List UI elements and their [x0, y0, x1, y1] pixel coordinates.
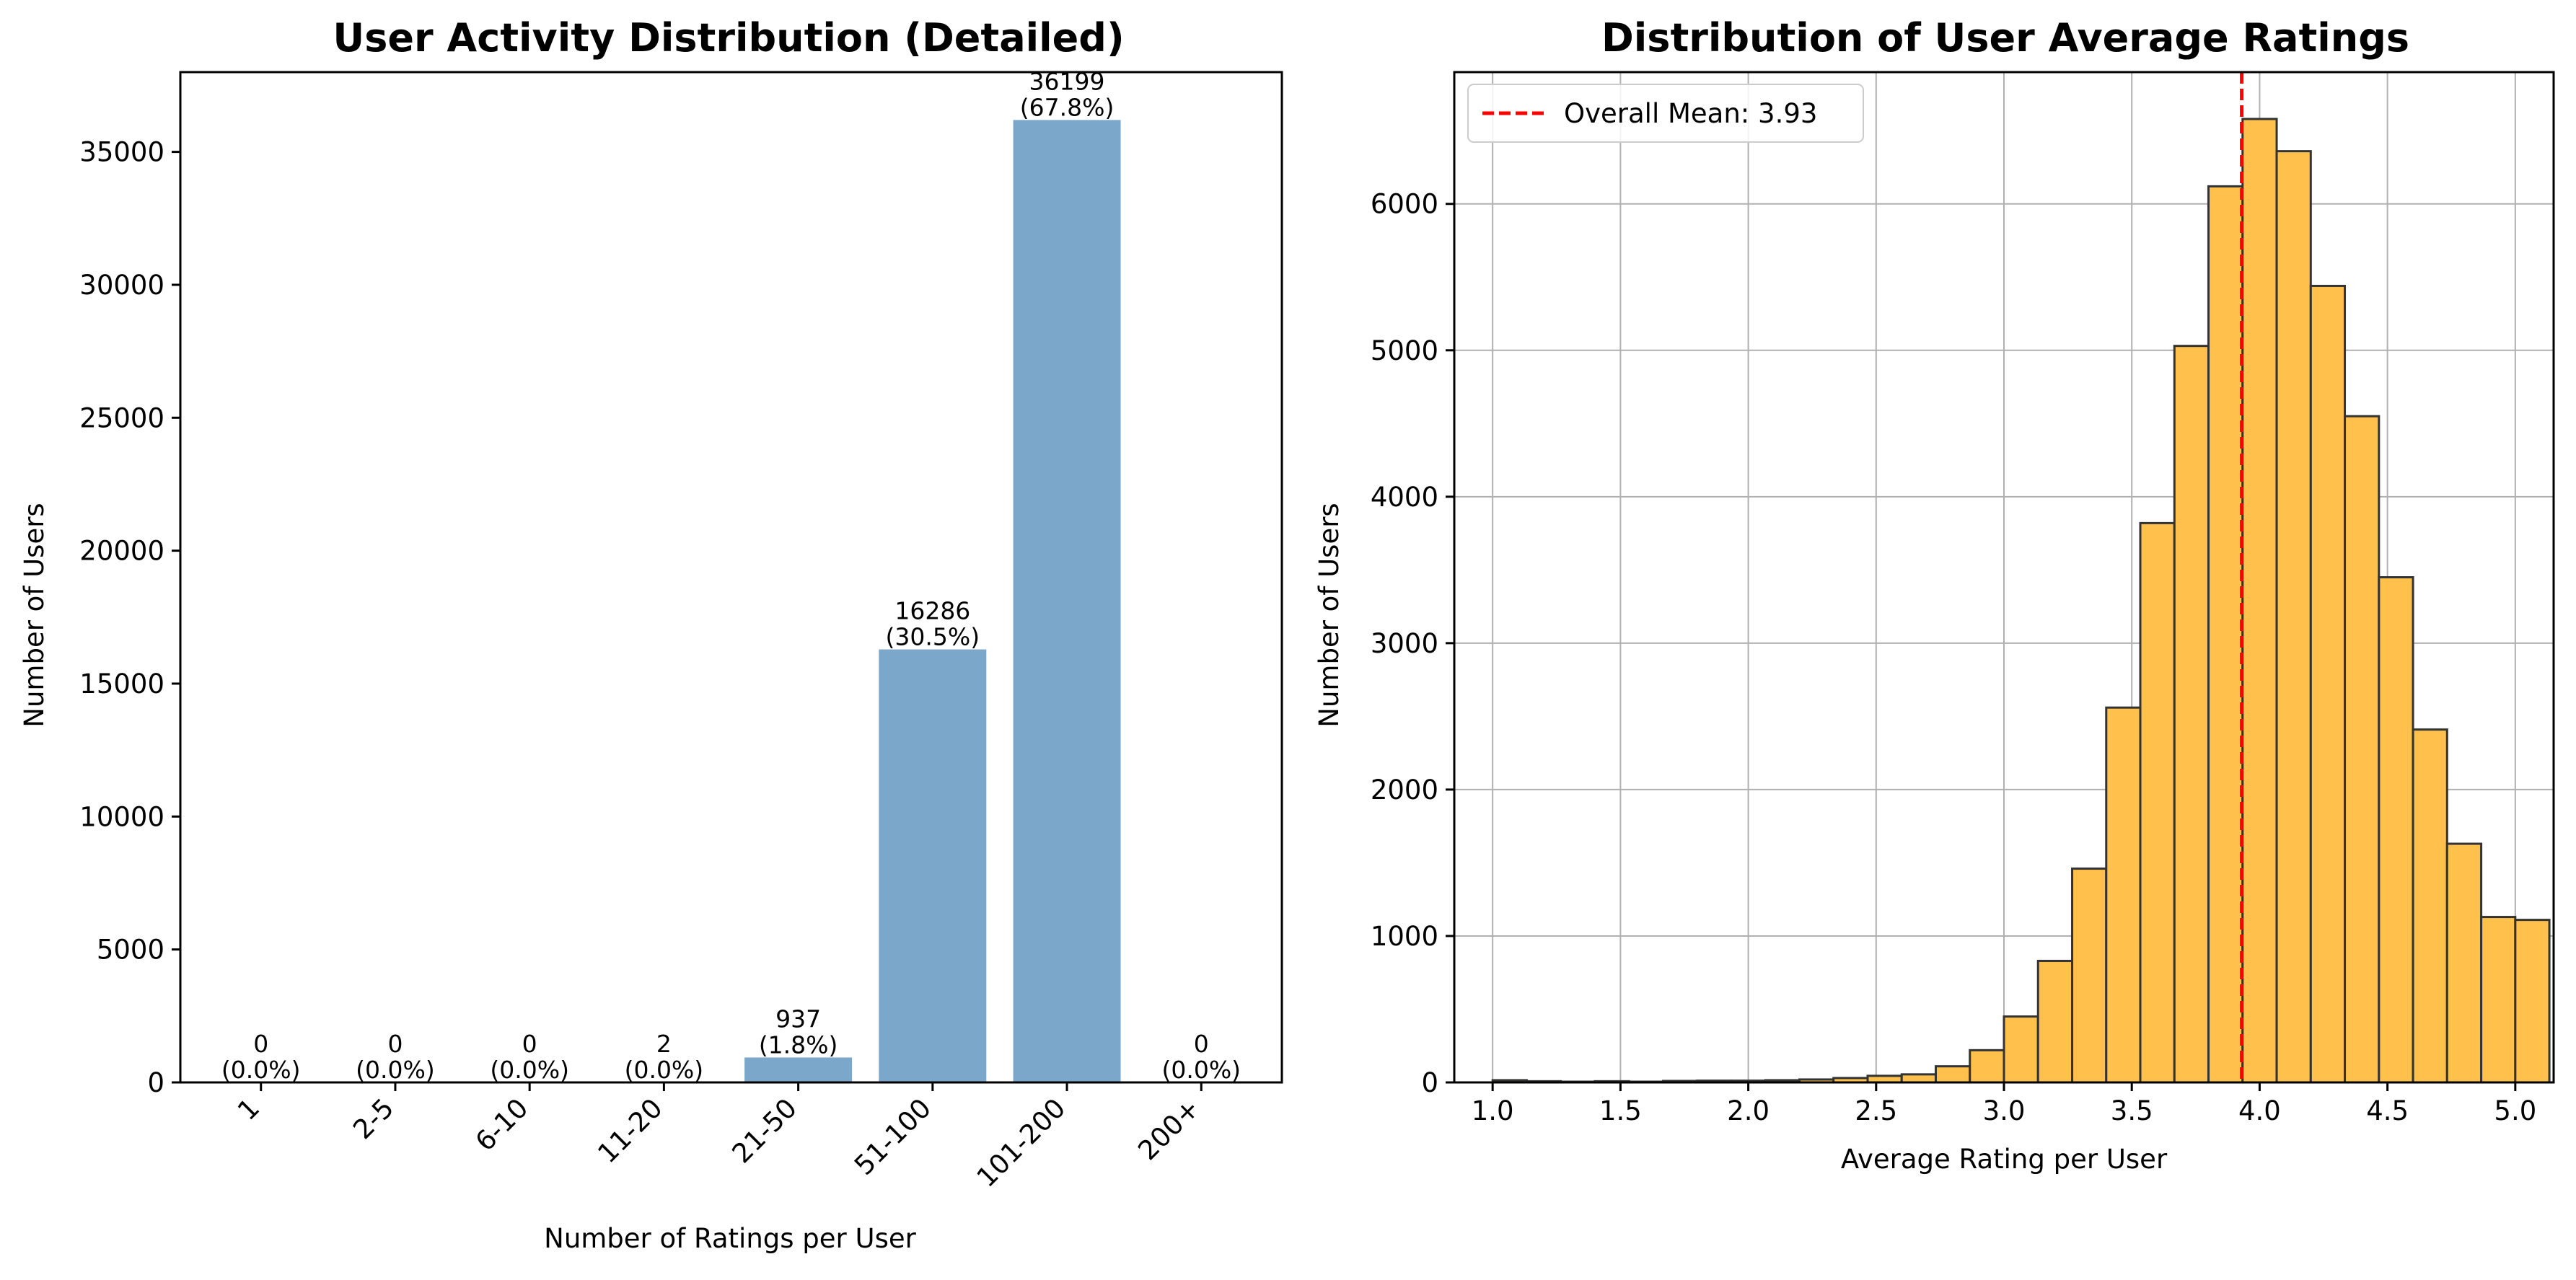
y-tick-label-10000: 10000: [79, 801, 164, 832]
y-tick-label-35000: 35000: [79, 137, 164, 168]
bar-21-50: [744, 1057, 852, 1082]
x-tick-label-2.0: 2.0: [1727, 1095, 1770, 1126]
bar-percent-label-200+: (0.0%): [1161, 1056, 1241, 1084]
right-legend: Overall Mean: 3.93: [1468, 84, 1863, 142]
histogram-bin-29: [2482, 917, 2515, 1082]
histogram-bin-15: [2004, 1017, 2038, 1082]
y-tick-label-3000: 3000: [1371, 628, 1438, 659]
bar-value-label-21-50: 937: [775, 1005, 821, 1033]
x-tick-label-2-5: 2-5: [347, 1093, 400, 1145]
x-tick-label-51-100: 51-100: [848, 1093, 937, 1181]
right-y-ticks: 0 1000 2000 3000 4000 5000 6000: [1371, 189, 1454, 1098]
bar-percent-label-1: (0.0%): [221, 1056, 301, 1084]
histogram-bin-30: [2515, 920, 2549, 1082]
bar-percent-label-2-5: (0.0%): [356, 1056, 435, 1084]
left-chart-title: User Activity Distribution (Detailed): [333, 15, 1124, 61]
x-tick-label-101-200: 101-200: [971, 1093, 1072, 1193]
right-chart: Distribution of User Average Ratings Ave…: [1314, 15, 2554, 1175]
right-y-axis-label: Number of Users: [1314, 503, 1345, 727]
histogram-bin-20: [2174, 346, 2208, 1082]
x-tick-label-5.0: 5.0: [2494, 1095, 2536, 1126]
x-tick-label-6-10: 6-10: [470, 1093, 535, 1157]
bar-percent-label-101-200: (67.8%): [1020, 93, 1115, 121]
y-tick-label-25000: 25000: [79, 402, 164, 433]
bar-percent-label-6-10: (0.0%): [490, 1056, 569, 1084]
legend-mean-label: Overall Mean: 3.93: [1564, 98, 1817, 129]
histogram-bin-26: [2379, 578, 2413, 1083]
bar-value-label-2-5: 0: [387, 1030, 403, 1058]
bar-percent-label-51-100: (30.5%): [886, 623, 980, 651]
bar-value-label-200+: 0: [1194, 1030, 1209, 1058]
histogram-bin-13: [1935, 1067, 1969, 1082]
histogram-bin-14: [1970, 1050, 2004, 1082]
histogram-bin-12: [1902, 1074, 1935, 1082]
left-x-ticks: 1 2-5 6-10 11-20 21-50 51-100 101-200 200+: [232, 1082, 1206, 1193]
y-tick-label-2000: 2000: [1371, 774, 1438, 805]
x-tick-label-3.5: 3.5: [2111, 1095, 2153, 1126]
histogram-bin-22: [2243, 119, 2277, 1082]
left-x-axis-label: Number of Ratings per User: [544, 1223, 916, 1254]
right-x-ticks: 1.0 1.5 2.0 2.5 3.0 3.5 4.0 4.5 5.0: [1472, 1082, 2537, 1126]
x-tick-label-2.5: 2.5: [1855, 1095, 1897, 1126]
y-tick-label-30000: 30000: [79, 270, 164, 301]
x-tick-label-200+: 200+: [1132, 1093, 1205, 1166]
x-tick-label-1.0: 1.0: [1472, 1095, 1514, 1126]
histogram-bin-24: [2311, 286, 2344, 1082]
histogram-bin-23: [2277, 151, 2311, 1082]
left-y-ticks: 0 5000 10000 15000 20000 25000 30000 35000: [79, 137, 180, 1098]
bar-percent-label-11-20: (0.0%): [625, 1056, 704, 1084]
histogram-bin-21: [2209, 186, 2243, 1082]
y-tick-label-5000: 5000: [1371, 335, 1438, 366]
right-histogram-bars: [1493, 119, 2549, 1082]
right-x-axis-label: Average Rating per User: [1841, 1144, 2168, 1175]
y-tick-label-0: 0: [147, 1067, 164, 1098]
histogram-bin-28: [2447, 844, 2481, 1082]
histogram-bin-27: [2413, 730, 2447, 1082]
bar-101-200: [1014, 120, 1121, 1082]
y-tick-label-15000: 15000: [79, 668, 164, 699]
x-tick-label-4.5: 4.5: [2366, 1095, 2409, 1126]
x-tick-label-3.0: 3.0: [1983, 1095, 2026, 1126]
bar-value-label-6-10: 0: [522, 1030, 537, 1058]
y-tick-label-6000: 6000: [1371, 189, 1438, 220]
histogram-bin-19: [2140, 523, 2174, 1082]
histogram-bin-18: [2106, 707, 2140, 1082]
histogram-bin-17: [2072, 869, 2106, 1082]
y-tick-label-0: 0: [1421, 1067, 1438, 1098]
right-chart-title: Distribution of User Average Ratings: [1601, 15, 2409, 61]
histogram-bin-25: [2345, 416, 2379, 1082]
left-y-axis-label: Number of Users: [19, 503, 50, 727]
left-bars: [610, 120, 1121, 1082]
x-tick-label-21-50: 21-50: [726, 1093, 803, 1169]
x-tick-label-1.5: 1.5: [1599, 1095, 1642, 1126]
y-tick-label-4000: 4000: [1371, 482, 1438, 513]
bar-percent-label-21-50: (1.8%): [759, 1030, 838, 1059]
x-tick-label-11-20: 11-20: [592, 1093, 668, 1169]
bar-value-label-11-20: 2: [656, 1030, 672, 1058]
left-chart: User Activity Distribution (Detailed) Nu…: [19, 15, 1282, 1254]
y-tick-label-1000: 1000: [1371, 921, 1438, 952]
bar-value-label-1: 0: [253, 1030, 268, 1058]
x-tick-label-4.0: 4.0: [2238, 1095, 2281, 1126]
y-tick-label-5000: 5000: [97, 935, 164, 966]
bar-value-label-51-100: 16286: [894, 597, 970, 625]
x-tick-label-1: 1: [232, 1093, 265, 1126]
histogram-bin-16: [2038, 961, 2072, 1082]
bar-51-100: [879, 650, 986, 1082]
y-tick-label-20000: 20000: [79, 536, 164, 567]
